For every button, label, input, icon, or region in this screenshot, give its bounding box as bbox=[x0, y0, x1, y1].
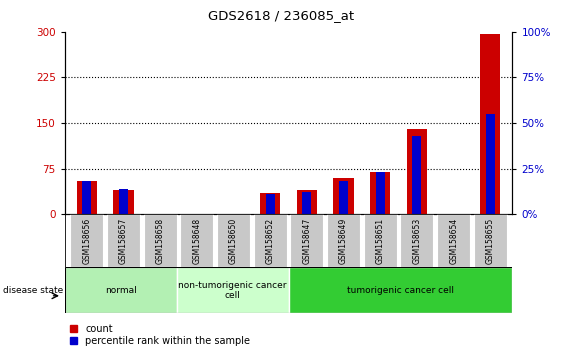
Bar bbox=[364, 214, 397, 267]
Text: GSM158648: GSM158648 bbox=[193, 218, 202, 264]
Bar bbox=[413, 136, 422, 214]
Bar bbox=[333, 178, 354, 214]
Text: GDS2618 / 236085_at: GDS2618 / 236085_at bbox=[208, 9, 355, 22]
Bar bbox=[254, 214, 287, 267]
Legend: count, percentile rank within the sample: count, percentile rank within the sample bbox=[70, 324, 250, 346]
Bar bbox=[437, 214, 470, 267]
Bar bbox=[339, 181, 348, 214]
Bar bbox=[376, 172, 385, 214]
Text: GSM158651: GSM158651 bbox=[376, 218, 385, 264]
Bar bbox=[82, 181, 91, 214]
Text: GSM158657: GSM158657 bbox=[119, 218, 128, 264]
Text: GSM158656: GSM158656 bbox=[82, 218, 91, 264]
Bar bbox=[327, 214, 360, 267]
Bar bbox=[474, 214, 507, 267]
Text: GSM158654: GSM158654 bbox=[449, 218, 458, 264]
Text: GSM158658: GSM158658 bbox=[155, 218, 164, 264]
Bar bbox=[107, 214, 140, 267]
Bar bbox=[70, 214, 103, 267]
Bar bbox=[291, 214, 323, 267]
Bar bbox=[297, 190, 317, 214]
Bar bbox=[113, 190, 133, 214]
Text: GSM158652: GSM158652 bbox=[266, 218, 275, 264]
Text: disease state: disease state bbox=[3, 286, 63, 295]
Text: tumorigenic cancer cell: tumorigenic cancer cell bbox=[347, 286, 454, 295]
Bar bbox=[407, 129, 427, 214]
Bar bbox=[480, 34, 501, 214]
Bar bbox=[302, 192, 311, 214]
Text: GSM158650: GSM158650 bbox=[229, 218, 238, 264]
Bar bbox=[180, 214, 213, 267]
Bar bbox=[77, 181, 97, 214]
Bar bbox=[289, 267, 512, 313]
Text: GSM158649: GSM158649 bbox=[339, 218, 348, 264]
Bar bbox=[177, 267, 289, 313]
Text: GSM158653: GSM158653 bbox=[413, 218, 422, 264]
Bar bbox=[266, 194, 275, 214]
Bar bbox=[370, 172, 390, 214]
Text: GSM158647: GSM158647 bbox=[302, 218, 311, 264]
Bar bbox=[260, 193, 280, 214]
Bar bbox=[400, 214, 434, 267]
Text: non-tumorigenic cancer
cell: non-tumorigenic cancer cell bbox=[178, 281, 287, 300]
Bar bbox=[65, 267, 177, 313]
Bar bbox=[217, 214, 250, 267]
Text: normal: normal bbox=[105, 286, 137, 295]
Text: GSM158655: GSM158655 bbox=[486, 218, 495, 264]
Bar bbox=[119, 189, 128, 214]
Bar bbox=[144, 214, 177, 267]
Bar bbox=[486, 114, 495, 214]
